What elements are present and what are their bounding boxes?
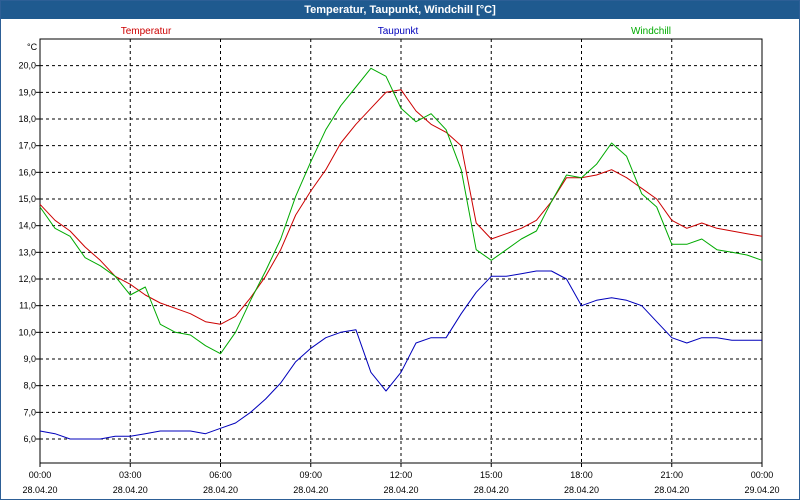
y-tick-label: 20,0 [18, 61, 36, 71]
y-tick-label: 8,0 [23, 381, 36, 391]
x-axis-ticks: 00:00 28.04.20 03:00 28.04.20 06:00 28.04.20 0… [22, 463, 780, 495]
series-line-taupunkt [39, 270, 762, 440]
x-tick-time: 18:00 [570, 470, 593, 480]
y-tick-label: 16,0 [18, 167, 36, 177]
y-tick-label: 6,0 [23, 434, 36, 444]
y-tick-label: 15,0 [18, 194, 36, 204]
y-axis-unit-label: °C [27, 42, 38, 52]
x-tick-date: 28.04.20 [203, 485, 238, 495]
x-tick-time: 00:00 [29, 470, 52, 480]
y-tick-label: 13,0 [18, 247, 36, 257]
legend-entry-taupunkt: Taupunkt [378, 26, 419, 37]
legend: Temperatur Taupunkt Windchill [121, 26, 671, 37]
x-tick-time: 12:00 [390, 470, 413, 480]
series-line-windchill [39, 67, 763, 355]
x-tick-date: 28.04.20 [654, 485, 689, 495]
x-tick-time: 06:00 [209, 470, 232, 480]
y-tick-label: 11,0 [19, 301, 36, 311]
series-line-temperatur [39, 89, 763, 325]
x-tick-time: 09:00 [299, 470, 322, 480]
x-tick-time: 03:00 [119, 470, 142, 480]
y-axis-ticks: 6,0 7,0 8,0 9,0 10,0 11,0 12,0 13,0 14,0 15,0 16,0… [18, 61, 40, 444]
x-tick-time: 15:00 [480, 470, 503, 480]
y-tick-label: 7,0 [23, 407, 36, 417]
y-tick-label: 10,0 [18, 327, 36, 337]
legend-entry-windchill: Windchill [631, 26, 671, 37]
y-tick-label: 9,0 [23, 354, 36, 364]
x-tick-date: 28.04.20 [22, 485, 57, 495]
x-tick-date: 29.04.20 [744, 485, 779, 495]
y-tick-label: 19,0 [18, 87, 36, 97]
x-tick-time: 00:00 [751, 470, 774, 480]
x-tick-date: 28.04.20 [293, 485, 328, 495]
y-tick-label: 12,0 [18, 274, 36, 284]
series-lines [39, 67, 763, 440]
y-tick-label: 14,0 [18, 221, 36, 231]
chart-title: Temperatur, Taupunkt, Windchill [°C] [1, 1, 799, 19]
y-tick-label: 18,0 [18, 114, 36, 124]
x-tick-date: 28.04.20 [474, 485, 509, 495]
y-tick-label: 17,0 [18, 141, 36, 151]
x-tick-date: 28.04.20 [113, 485, 148, 495]
x-tick-date: 28.04.20 [383, 485, 418, 495]
x-tick-date: 28.04.20 [564, 485, 599, 495]
x-tick-time: 21:00 [660, 470, 683, 480]
legend-entry-temperatur: Temperatur [121, 26, 172, 37]
